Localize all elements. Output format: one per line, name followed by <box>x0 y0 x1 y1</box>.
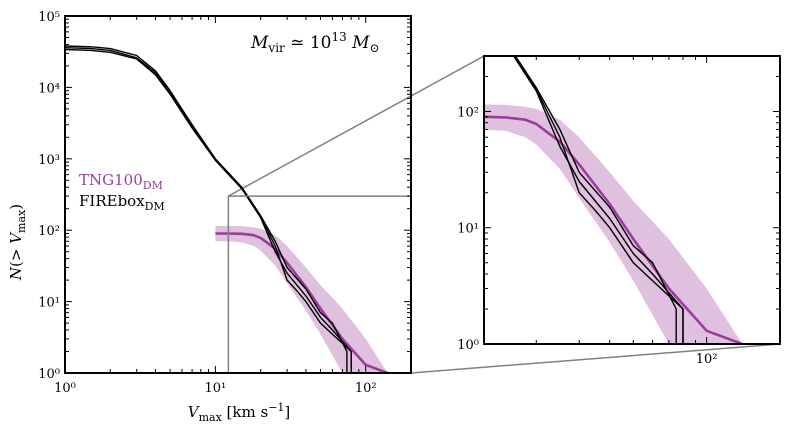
xlabel-unit: [km s <box>222 403 268 421</box>
ylabel-N: N <box>7 266 25 281</box>
ann-sup: 13 <box>331 30 346 44</box>
main-y-tick-label: 10² <box>38 224 60 239</box>
xlabel-close: ] <box>284 403 290 421</box>
ann-sun: ⊙ <box>370 41 380 55</box>
mass-annotation: Mvir ≃ 1013 M⊙ <box>250 30 380 55</box>
main-x-tick-label: 10⁰ <box>54 381 76 396</box>
inset-panel: 10² 10⁰ 10¹ 10² <box>457 55 781 367</box>
legend-sub: DM <box>145 200 165 213</box>
inset-tng-median-line <box>484 115 743 344</box>
connector-top <box>227 55 485 197</box>
legend-sub: DM <box>143 179 163 192</box>
zoom-connectors <box>227 55 781 374</box>
inset-y-tick-label: 10² <box>457 105 479 120</box>
legend-label: FIREbox <box>79 192 145 210</box>
ann-sub-vir: vir <box>267 41 285 55</box>
ann-M2: M <box>347 33 370 53</box>
main-series-group <box>65 45 393 373</box>
ylabel-paren: (> <box>7 244 25 267</box>
main-x-tick-label: 10¹ <box>204 381 226 396</box>
inset-x-tick-label: 10² <box>696 352 718 367</box>
inset-frame <box>483 55 781 345</box>
main-y-tick-label: 10¹ <box>38 296 60 311</box>
inset-firebox-line-1 <box>514 56 735 344</box>
main-y-tick-label: 10⁵ <box>38 10 60 25</box>
main-y-tick-label: 10³ <box>38 153 60 168</box>
ann-M: M <box>250 33 269 53</box>
inset-y-tick-label: 10¹ <box>457 222 479 237</box>
inset-y-tick-label: 10⁰ <box>457 338 479 353</box>
xlabel-sup: −1 <box>268 401 284 414</box>
legend-entry-1: FIREboxDM <box>79 192 165 213</box>
main-y-tick-label: 10⁴ <box>38 81 60 96</box>
ylabel-V: V <box>7 231 25 244</box>
inset-series-group <box>484 56 750 344</box>
legend-entry-0: TNG100DM <box>79 171 163 192</box>
connector-bottom <box>410 343 781 374</box>
inset-background <box>484 56 780 344</box>
y-axis-title: N(> Vmax) <box>7 204 28 281</box>
legend-label: TNG100 <box>79 171 143 189</box>
xlabel-sub: max <box>199 411 223 424</box>
main-y-tick-label: 10⁰ <box>38 367 60 382</box>
inset-firebox-line-3 <box>513 56 750 344</box>
x-axis-title: Vmax [km s−1] <box>188 401 291 424</box>
ylabel-sub: max <box>15 209 28 233</box>
ylabel-close: ) <box>7 204 25 210</box>
xlabel-V: V <box>188 403 201 421</box>
main-panel: 10⁰ 10¹ 10² 10⁰ 10¹ 10² 10³ 10⁴ 10⁵ <box>38 10 412 396</box>
ann-mid: ≃ 10 <box>285 33 332 53</box>
main-tng-scatter-band <box>215 225 388 373</box>
main-x-tick-label: 10² <box>355 381 377 396</box>
main-firebox-line-3 <box>65 47 393 373</box>
main-frame <box>64 15 412 374</box>
